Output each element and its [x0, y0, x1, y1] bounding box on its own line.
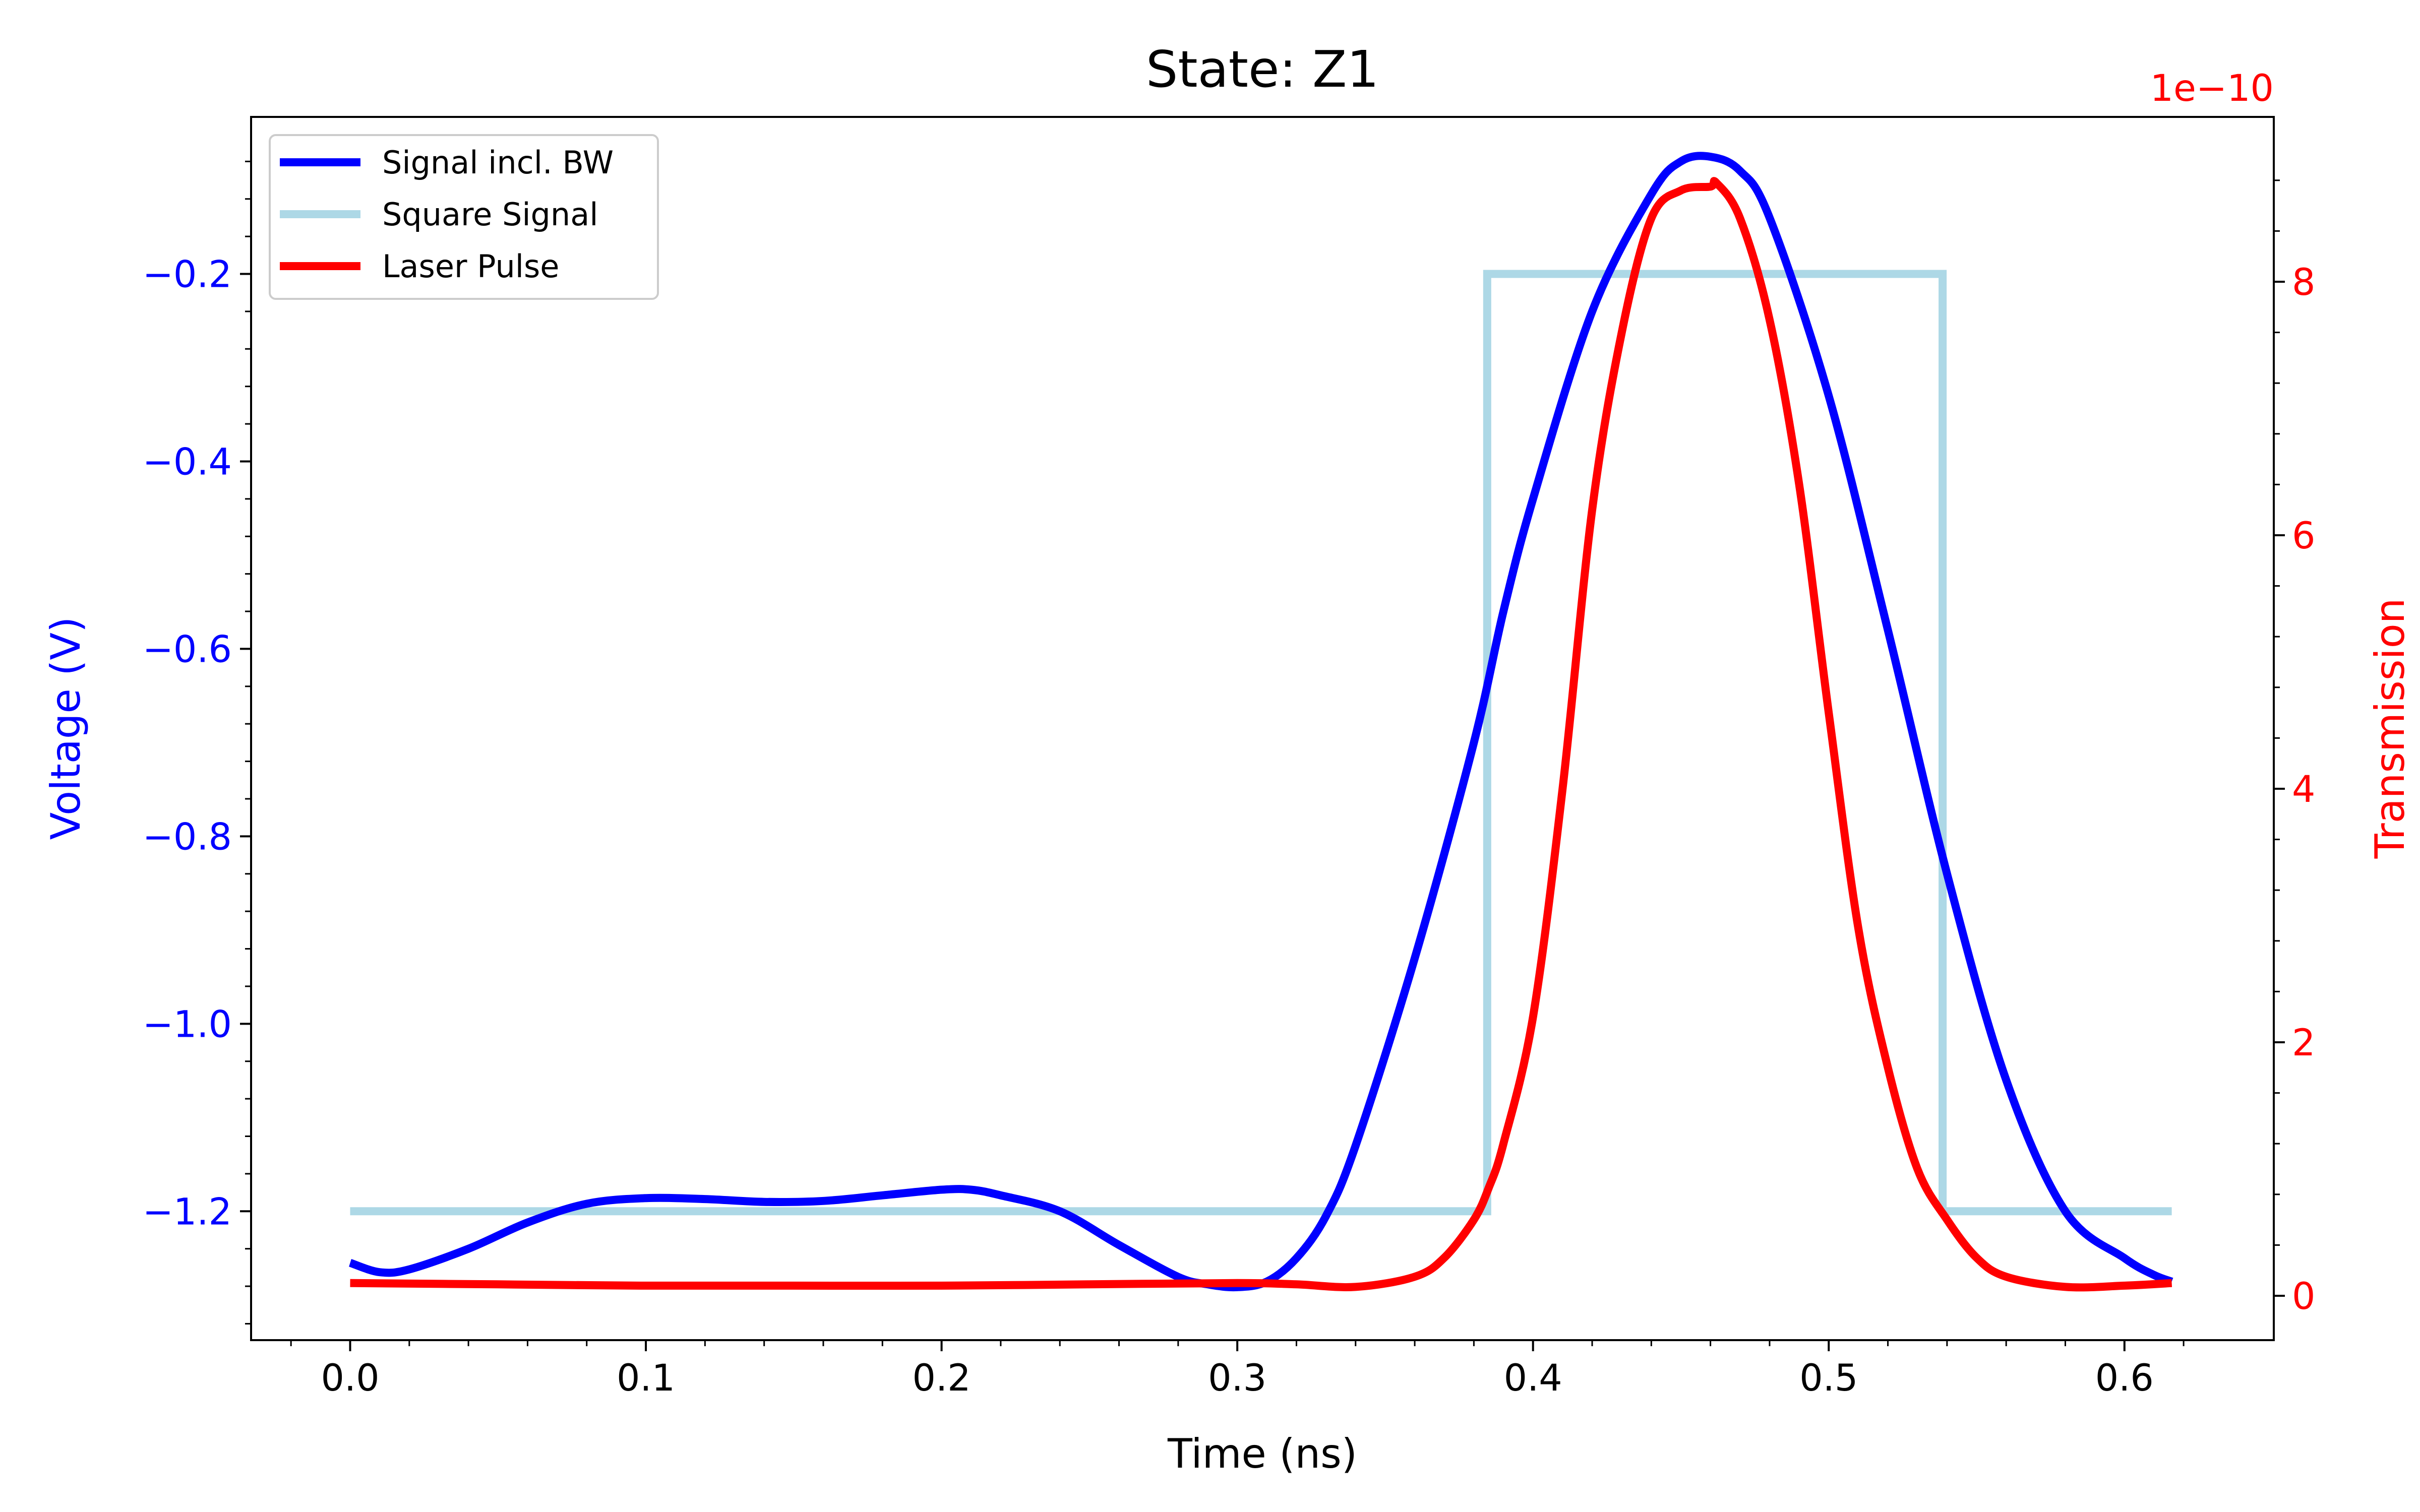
legend-label-signal: Signal incl. BW [382, 144, 614, 181]
legend-label-laser: Laser Pulse [382, 248, 559, 285]
x-tick-label: 0.2 [913, 1357, 971, 1400]
y-right-tick-label: 2 [2292, 1022, 2315, 1064]
y-right-tick-label: 4 [2292, 768, 2315, 811]
y-left-axis-ticks: −0.2 −0.4 −0.6 −0.8 −1.0 −1.2 [143, 160, 251, 1325]
y-right-axis-title: Transmission [2367, 598, 2413, 859]
y-left-axis-title: Voltage (V) [42, 617, 89, 840]
y-right-tick-label: 6 [2292, 515, 2315, 557]
series-line-signal-incl-bw [348, 152, 2173, 1292]
y-left-tick-label: −1.2 [143, 1190, 232, 1233]
x-tick-label: 0.4 [1504, 1357, 1562, 1400]
y-left-tick-label: −1.0 [143, 1003, 232, 1046]
plot-lines [348, 152, 2173, 1292]
y-right-tick-label: 0 [2292, 1275, 2315, 1318]
y-right-tick-label: 8 [2292, 261, 2315, 304]
series-line-square-signal [350, 270, 2172, 1216]
x-axis-ticks: 0.0 0.1 0.2 0.3 0.4 0.5 0.6 [290, 1340, 2185, 1400]
chart-title: State: Z1 [1146, 40, 1379, 99]
y-left-tick-label: −0.6 [143, 628, 232, 671]
y-right-axis-ticks: 0 2 4 6 8 [2274, 179, 2315, 1318]
y-left-tick-label: −0.4 [143, 440, 232, 483]
y-right-offset-label: 1e−10 [2150, 67, 2274, 110]
x-axis-title: Time (ns) [1167, 1430, 1357, 1477]
y-left-tick-label: −0.2 [143, 254, 232, 296]
x-tick-label: 0.5 [1799, 1357, 1858, 1400]
legend-box [269, 134, 659, 300]
x-tick-label: 0.1 [617, 1357, 675, 1400]
series-line-laser-pulse [350, 177, 2172, 1292]
y-left-tick-label: −0.8 [143, 815, 232, 858]
x-tick-label: 0.0 [321, 1357, 379, 1400]
legend-label-square: Square Signal [382, 196, 598, 233]
x-tick-label: 0.3 [1208, 1357, 1266, 1400]
plot-frame [250, 116, 2275, 1341]
x-tick-label: 0.6 [2095, 1357, 2154, 1400]
legend: Signal incl. BW Square Signal Laser Puls… [269, 134, 659, 300]
